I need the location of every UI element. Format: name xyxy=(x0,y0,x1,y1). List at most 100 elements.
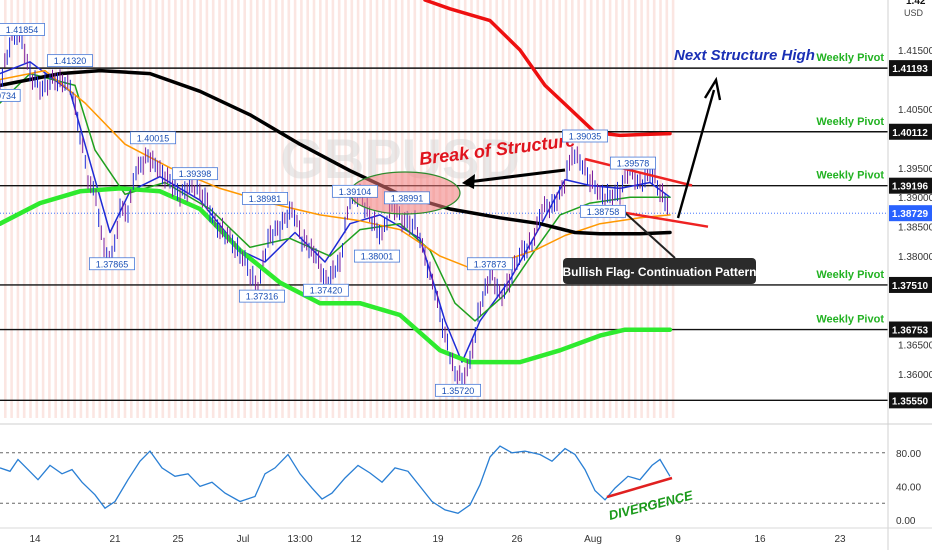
stripe xyxy=(652,0,656,418)
price-annotation-label: 1.37865 xyxy=(96,259,129,269)
price-level-badge xyxy=(889,60,932,77)
price-annotation-box xyxy=(434,383,481,397)
stripe xyxy=(646,0,650,418)
stripe xyxy=(489,0,492,418)
stripe xyxy=(256,0,259,418)
price-annotation-box xyxy=(89,257,136,271)
stripe xyxy=(552,0,555,418)
oscillator-tick-label: 80.00 xyxy=(896,449,921,460)
bullish-flag-label: Bullish Flag- Continuation Pattern xyxy=(563,265,757,279)
price-tick-label: 1.39500 xyxy=(898,164,932,175)
stripe xyxy=(344,0,347,418)
oscillator-line xyxy=(0,445,671,515)
stripe xyxy=(161,0,165,418)
time-tick-label: Aug xyxy=(584,534,602,545)
stripe xyxy=(136,0,139,418)
price-annotation-box xyxy=(129,131,176,145)
price-annotation-label: 1.39104 xyxy=(339,187,372,197)
bullish-flag-box xyxy=(563,258,756,284)
stripe xyxy=(262,0,265,418)
oscillator-tick-label: 40.00 xyxy=(896,482,921,493)
stripe xyxy=(155,0,158,418)
stripe xyxy=(117,0,120,418)
price-annotation-box xyxy=(562,129,609,143)
stripe xyxy=(356,0,360,418)
stripe xyxy=(48,0,51,418)
stripe xyxy=(337,0,341,418)
stripe xyxy=(671,0,675,418)
stripe xyxy=(312,0,316,418)
time-tick-label: 19 xyxy=(432,534,444,545)
time-tick-label: 13:00 xyxy=(287,534,312,545)
price-tick-label: 1.40500 xyxy=(898,105,932,116)
stripe xyxy=(243,0,246,418)
price-level-badge xyxy=(889,205,932,222)
stripe xyxy=(533,0,536,418)
stripe xyxy=(35,0,39,418)
stripe xyxy=(249,0,253,418)
price-annotation-label: 1.37420 xyxy=(310,286,343,296)
next-structure-high-label: Next Structure High xyxy=(674,47,815,64)
price-level-value: 1.39196 xyxy=(892,182,929,193)
stripe xyxy=(325,0,328,418)
price-tick-label: 1.36000 xyxy=(898,370,932,381)
time-tick-label: 12 xyxy=(350,534,362,545)
price-level-badge xyxy=(889,177,932,194)
price-annotation-box xyxy=(0,23,46,36)
pivot-lines: Weekly Pivot Weekly Pivot Weekly Pivot Week… xyxy=(0,52,888,402)
stripe xyxy=(665,0,669,418)
price-level-value: 1.36753 xyxy=(892,326,929,337)
price-annotation-box xyxy=(302,283,349,297)
stripe xyxy=(92,0,95,418)
currency-label: USD xyxy=(904,8,924,18)
stripe xyxy=(634,0,637,418)
stripe xyxy=(237,0,240,418)
stripe xyxy=(10,0,13,418)
price-level-badge xyxy=(889,392,932,409)
stripe xyxy=(111,0,114,418)
stripe xyxy=(41,0,45,418)
weekly-pivot-label: Weekly Pivot xyxy=(816,52,884,64)
flag-pointer xyxy=(621,209,676,259)
stripe xyxy=(230,0,234,418)
stripe xyxy=(640,0,643,418)
price-tick-label: 1.38500 xyxy=(898,223,932,234)
stripe xyxy=(73,0,76,418)
price-annotation-label: 1.41854 xyxy=(6,25,39,35)
price-tick-label: 1.36500 xyxy=(898,340,932,351)
stripe xyxy=(501,0,505,418)
oscillator-tick-label: 0.00 xyxy=(896,516,916,527)
stripe xyxy=(514,0,517,418)
weekly-pivot-label: Weekly Pivot xyxy=(816,314,884,326)
stripe xyxy=(274,0,278,418)
stripe xyxy=(174,0,177,418)
time-tick-label: 14 xyxy=(29,534,41,545)
price-level-badge xyxy=(889,321,932,338)
price-level-value: 1.37510 xyxy=(892,281,929,292)
stripe xyxy=(16,0,20,418)
stripe xyxy=(482,0,486,418)
price-level-value: 1.40112 xyxy=(892,128,928,139)
time-tick-label: 26 xyxy=(511,534,523,545)
price-annotation-label: 1.38991 xyxy=(391,193,424,203)
stripe xyxy=(268,0,272,418)
flag-line xyxy=(584,157,693,187)
stripe xyxy=(60,0,64,418)
stripe xyxy=(85,0,89,418)
price-annotation-label: 1.39578 xyxy=(617,159,650,169)
stripe xyxy=(627,0,631,418)
price-tick-label: 1.41500 xyxy=(898,46,932,57)
weekly-pivot-label: Weekly Pivot xyxy=(816,170,884,182)
moving-averages xyxy=(0,0,673,365)
price-annotation-label: 1.38758 xyxy=(587,207,620,217)
stripe xyxy=(306,0,309,418)
price-annotation-label: 1.37873 xyxy=(474,259,507,269)
stripe xyxy=(224,0,228,418)
break-arrow-line xyxy=(467,168,566,184)
stripe xyxy=(281,0,284,418)
price-annotation-label: 1.38981 xyxy=(249,194,282,204)
next-high-arrow-line xyxy=(676,89,716,219)
